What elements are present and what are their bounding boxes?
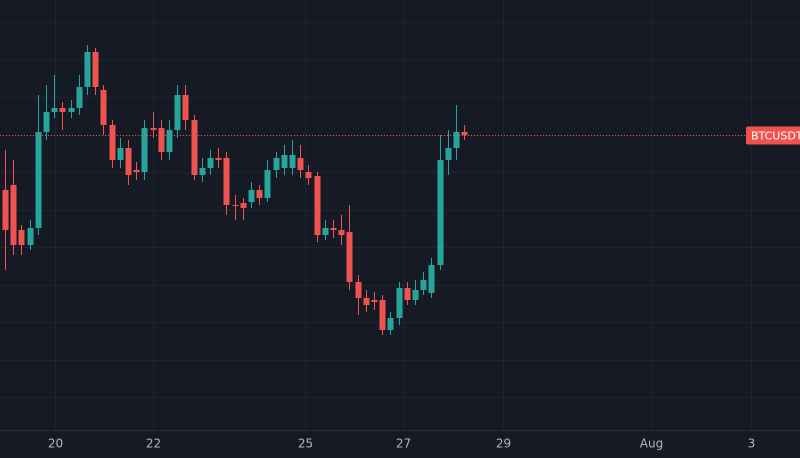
candle-body — [314, 176, 321, 235]
candle-body — [289, 155, 296, 168]
candle-body — [387, 318, 394, 330]
candle-body — [420, 280, 427, 290]
candle-body — [428, 265, 435, 293]
candle-body — [125, 148, 132, 175]
candle-body — [297, 158, 304, 170]
candle-body — [174, 95, 181, 130]
candle-body — [264, 170, 271, 198]
candle-body — [92, 52, 99, 87]
candle-body — [363, 298, 370, 305]
candle-body — [182, 95, 189, 120]
candle-body — [453, 132, 460, 148]
candle-body — [68, 108, 75, 112]
candle-body — [322, 228, 329, 235]
candle-body — [43, 112, 50, 132]
candle-body — [150, 128, 157, 130]
candle-body — [355, 282, 362, 298]
candle-body — [273, 158, 280, 170]
candle-body — [166, 130, 173, 152]
candle-body — [412, 290, 419, 300]
candle-body — [109, 125, 116, 160]
candle-body — [305, 172, 312, 178]
candle-body — [76, 87, 83, 108]
candle-body — [379, 300, 386, 330]
candle-body — [191, 120, 198, 175]
candle-body — [51, 108, 58, 112]
candle-body — [133, 170, 140, 172]
candle-body — [445, 148, 452, 160]
price-label-box — [746, 126, 800, 145]
candle-body — [59, 108, 66, 112]
candle-body — [117, 148, 124, 160]
candle-body — [18, 230, 25, 245]
x-tick-label: 22 — [146, 437, 161, 451]
candle-body — [158, 128, 165, 152]
candle-body — [199, 168, 206, 175]
candle-body — [281, 155, 288, 168]
x-tick-label: 20 — [48, 437, 63, 451]
symbol-label: BTCUSDT — [751, 130, 800, 143]
candle-body — [240, 203, 247, 208]
x-tick-label: 3 — [748, 437, 756, 451]
x-tick-label: 25 — [298, 437, 313, 451]
x-tick-label: Aug — [640, 437, 663, 451]
candle-body — [2, 190, 9, 230]
candle-body — [396, 288, 403, 318]
candle-body — [215, 158, 222, 160]
candle-body — [84, 52, 91, 87]
candle-body — [27, 228, 34, 245]
candle-body — [437, 160, 444, 265]
x-tick-label: 29 — [496, 437, 511, 451]
candle-body — [223, 158, 230, 205]
candle-body — [10, 185, 17, 245]
candle-body — [207, 158, 214, 168]
candle-body — [371, 300, 378, 302]
candle-body — [256, 190, 263, 198]
candle-body — [338, 230, 345, 235]
candle-body — [346, 232, 353, 282]
candle-body — [248, 190, 255, 202]
candle-body — [404, 288, 411, 300]
candle-body — [461, 132, 468, 135]
candle-body — [141, 128, 148, 172]
candle-body — [35, 132, 42, 228]
candle-body — [100, 90, 107, 125]
candle-body — [232, 205, 239, 206]
x-tick-label: 27 — [396, 437, 411, 451]
candle-body — [330, 228, 337, 230]
